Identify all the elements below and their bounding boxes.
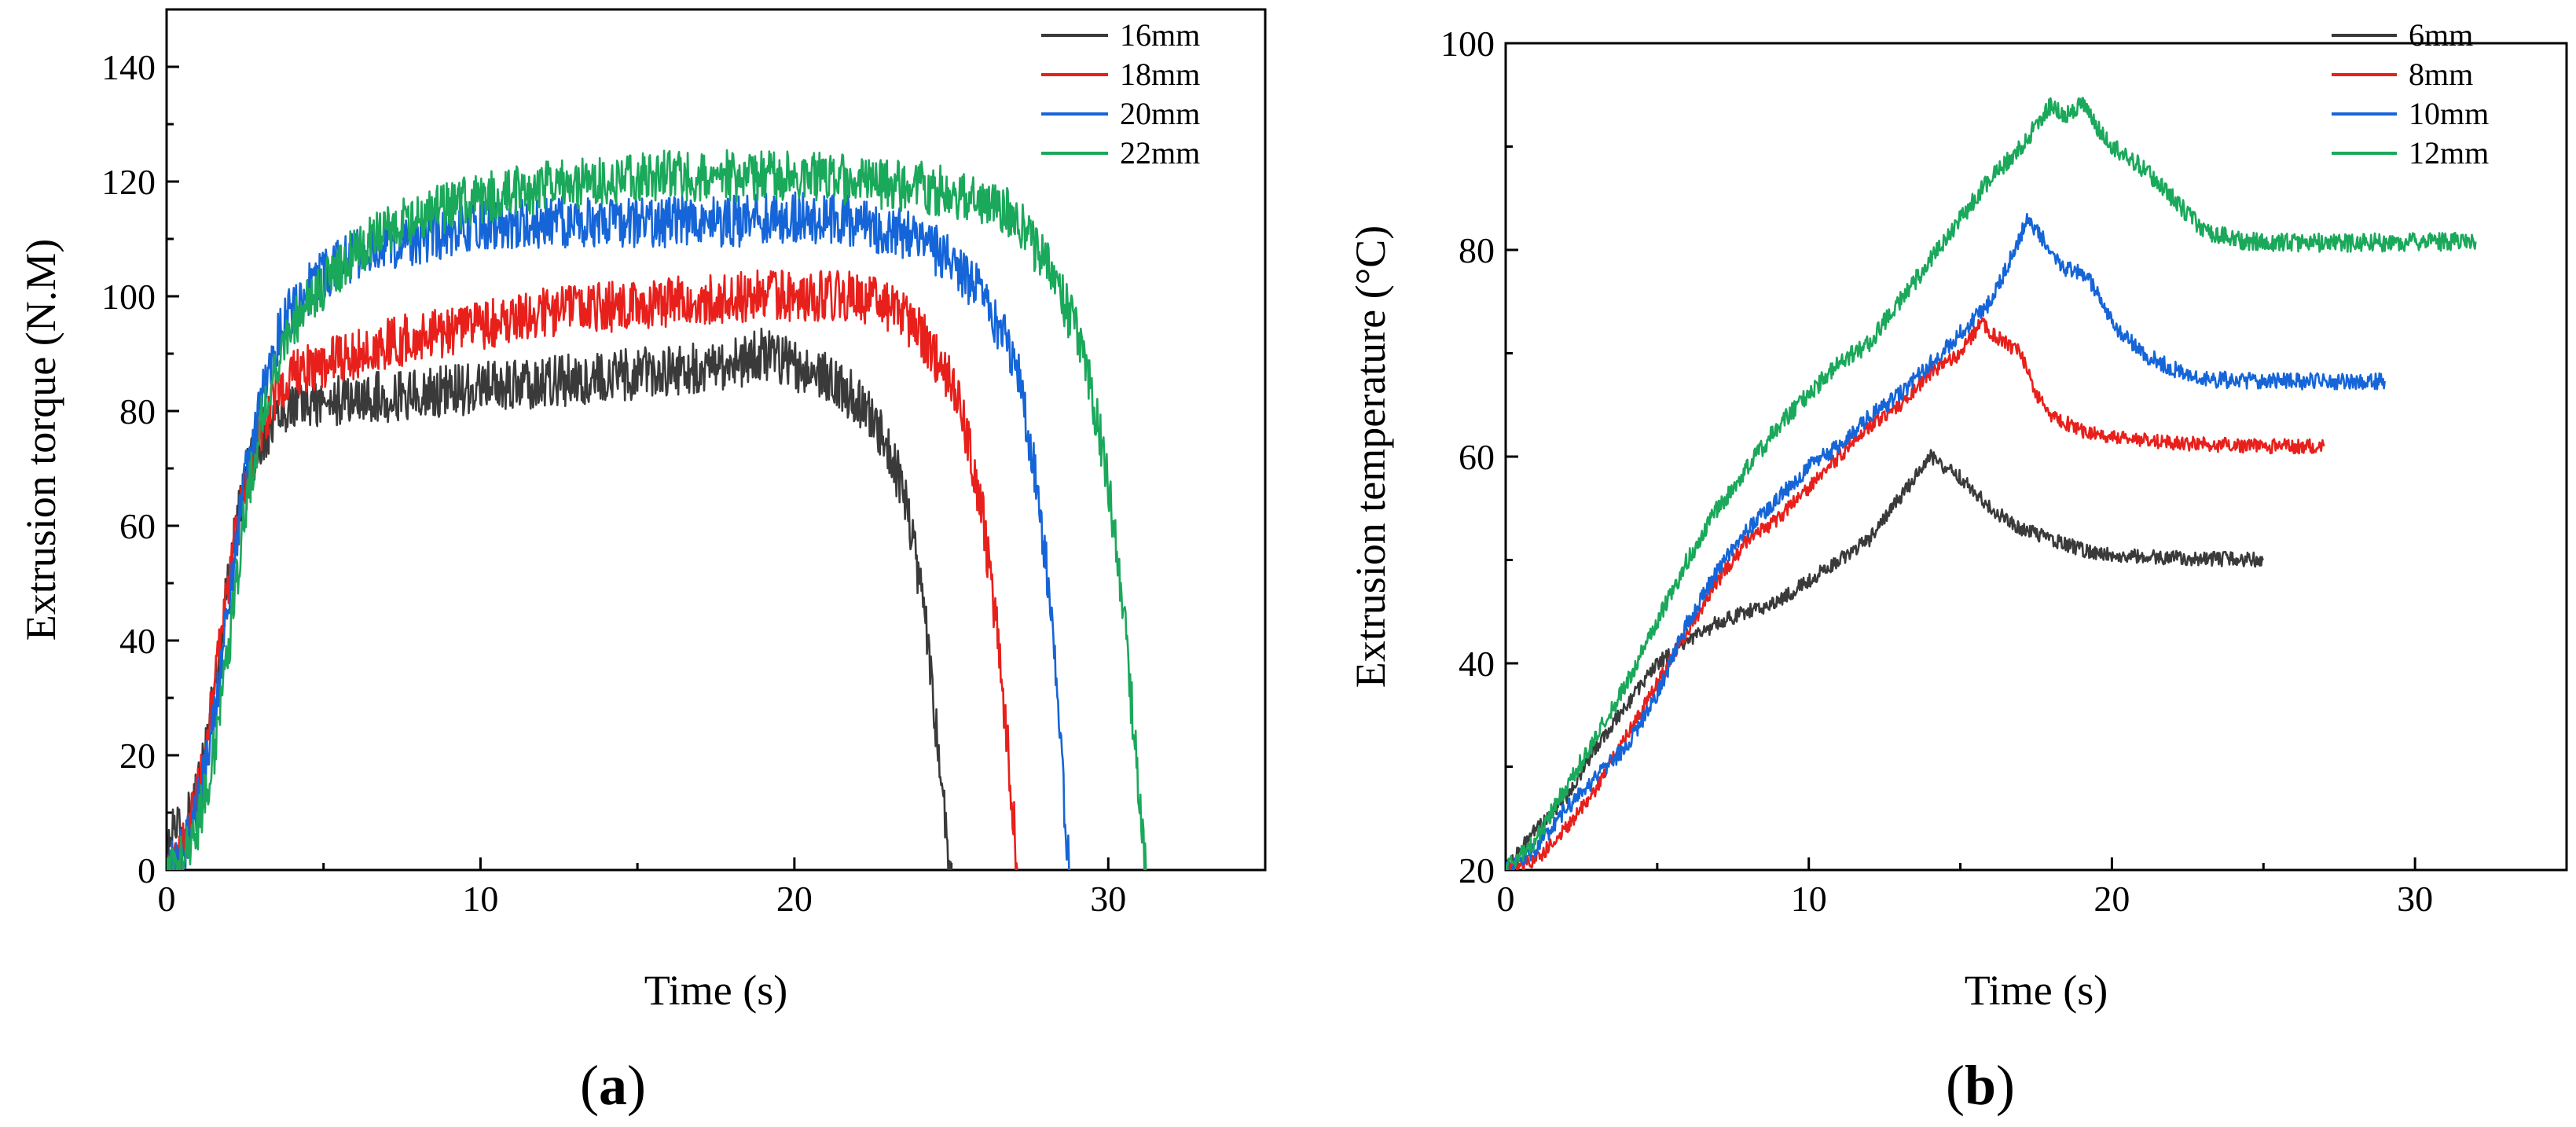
- series-line-12mm: [1506, 97, 2477, 870]
- x-tick-label: 30: [1090, 879, 1126, 919]
- panel-a-torque-chart: 0 10 20 30 0 20 40 60 80 100 120 140 Time (s) Extrusi…: [17, 8, 1267, 1117]
- y-tick-label: 100: [1440, 24, 1495, 64]
- legend-label: 20mm: [1120, 96, 1200, 131]
- y-tick-label: 80: [1459, 230, 1495, 270]
- y-axis-title: Extrusion temperature (°C): [1347, 226, 1394, 688]
- legend-label: 18mm: [1120, 57, 1200, 92]
- x-tick-label: 20: [776, 879, 813, 919]
- x-tick-label: 0: [158, 879, 176, 919]
- legend-label: 12mm: [2409, 135, 2489, 171]
- y-tick-label: 100: [101, 277, 156, 317]
- y-tick-label: 40: [1459, 644, 1495, 684]
- y-tick-label: 80: [119, 391, 156, 431]
- series-line-18mm: [167, 269, 1018, 870]
- x-tick-label: 10: [462, 879, 498, 919]
- x-tick-label: 30: [2397, 879, 2433, 919]
- y-tick-label: 60: [119, 506, 156, 546]
- y-tick-label: 140: [101, 47, 156, 87]
- series-line-20mm: [167, 191, 1071, 870]
- x-tick-label: 20: [2093, 879, 2130, 919]
- panel-label: (a): [580, 1054, 646, 1117]
- series-line-10mm: [1506, 212, 2386, 870]
- legend-label: 22mm: [1120, 135, 1200, 171]
- legend-label: 16mm: [1120, 17, 1200, 53]
- y-tick-label: 0: [138, 850, 156, 890]
- y-tick-label: 60: [1459, 437, 1495, 477]
- x-axis-title: Time (s): [644, 967, 788, 1014]
- plot-frame: [165, 8, 1267, 872]
- panel-label: (b): [1946, 1054, 2015, 1117]
- series-line-8mm: [1506, 317, 2325, 870]
- y-tick-label: 40: [119, 621, 156, 661]
- series-line-22mm: [167, 149, 1147, 870]
- plot-frame: [1504, 42, 2568, 872]
- y-tick-label: 120: [101, 162, 156, 202]
- x-axis-title: Time (s): [1965, 967, 2108, 1014]
- panel-b-temperature-chart: 0 10 20 30 20 40 60 80 100 Time (s) Extrusion temp…: [1347, 17, 2568, 1117]
- series-line-16mm: [167, 327, 952, 870]
- y-tick-label: 20: [1459, 850, 1495, 890]
- legend-label: 6mm: [2409, 17, 2473, 53]
- x-tick-label: 0: [1497, 879, 1515, 919]
- series-line-6mm: [1506, 449, 2264, 870]
- y-axis-title: Extrusion torque (N.M): [17, 239, 64, 641]
- x-tick-label: 10: [1791, 879, 1827, 919]
- legend-label: 8mm: [2409, 57, 2473, 92]
- legend-label: 10mm: [2409, 96, 2489, 131]
- y-tick-label: 20: [119, 736, 156, 776]
